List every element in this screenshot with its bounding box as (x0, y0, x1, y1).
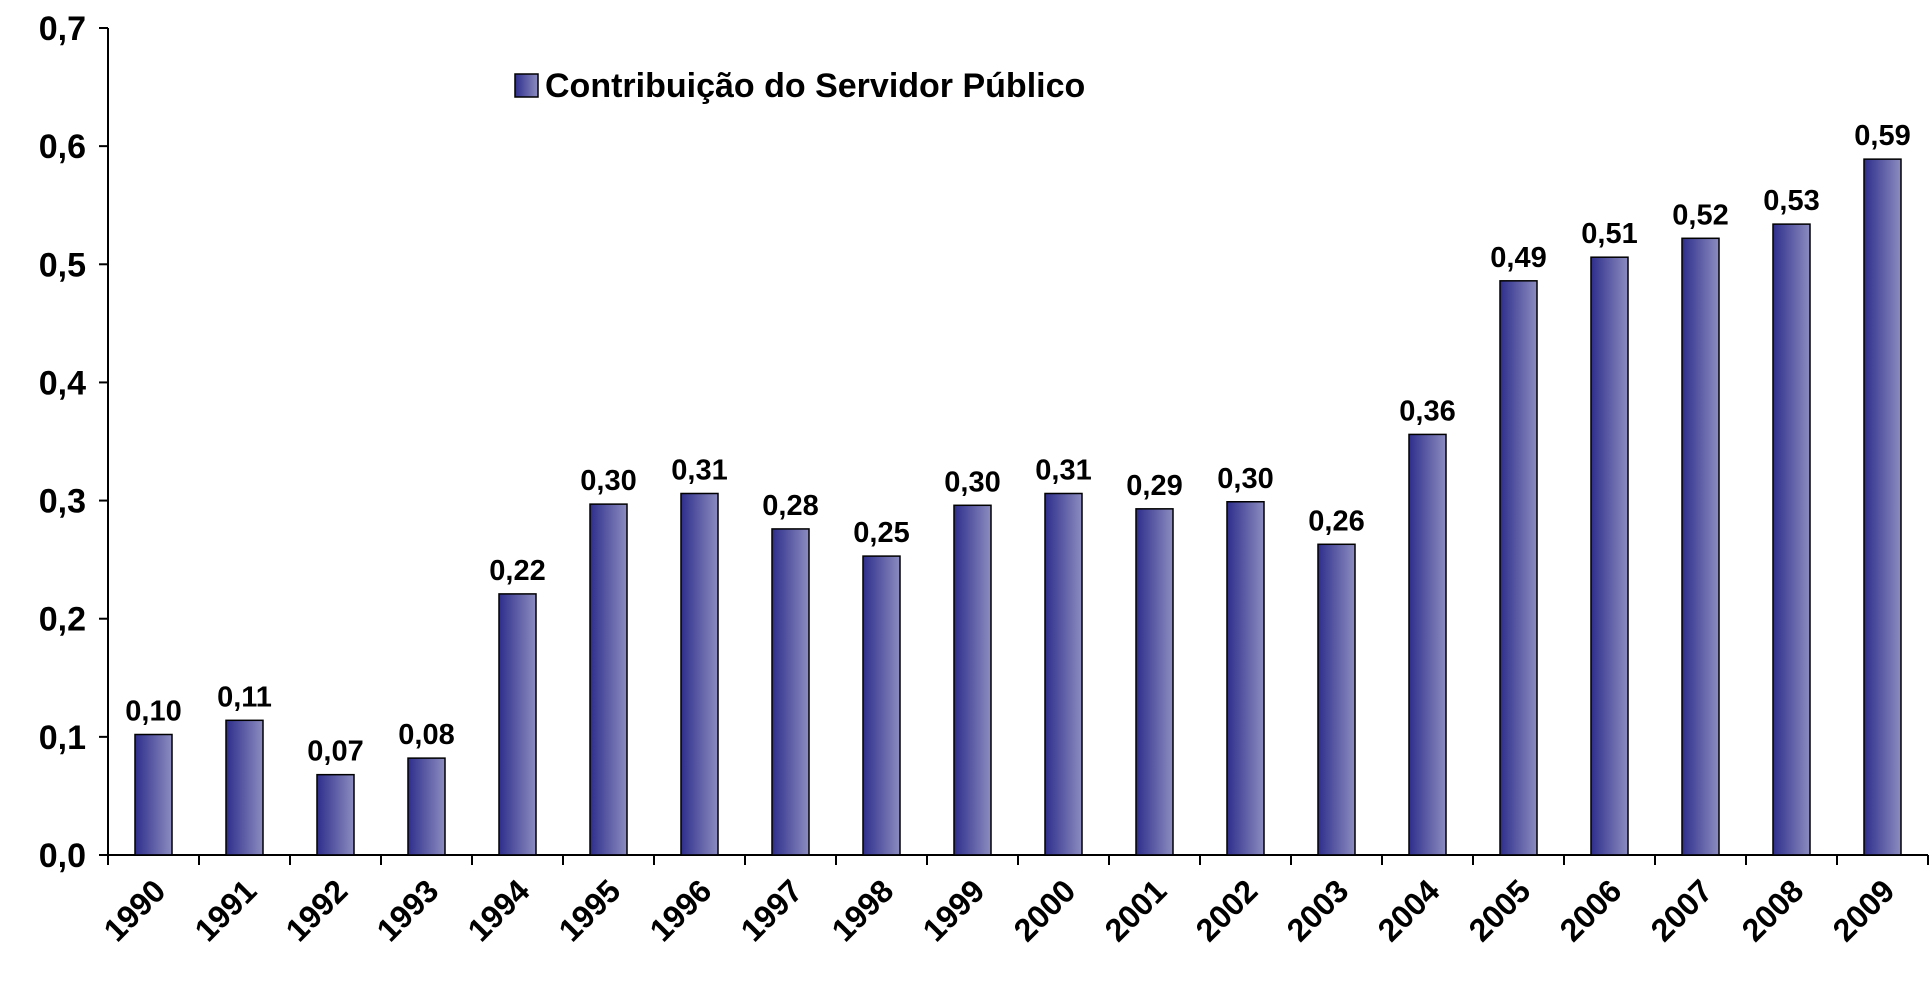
bar (498, 593, 537, 856)
data-label: 0,22 (489, 555, 545, 587)
data-label: 0,07 (307, 736, 363, 768)
y-tick-label: 0,4 (39, 364, 86, 402)
bar (862, 555, 901, 856)
bar (680, 492, 719, 856)
data-label: 0,26 (1308, 505, 1364, 537)
bar (1499, 280, 1538, 856)
data-label: 0,29 (1126, 470, 1182, 502)
bar (1135, 508, 1174, 856)
data-label: 0,51 (1581, 218, 1637, 250)
bar (1681, 237, 1720, 856)
bar (134, 733, 173, 856)
bar (589, 503, 628, 856)
bar (1226, 501, 1265, 856)
bar (1863, 158, 1902, 856)
data-label: 0,30 (944, 466, 1000, 498)
legend-label: Contribuição do Servidor Público (545, 67, 1085, 105)
y-tick-label: 0,5 (39, 246, 86, 284)
data-label: 0,31 (671, 454, 727, 486)
data-label: 0,30 (1217, 463, 1273, 495)
data-label: 0,36 (1399, 395, 1455, 427)
data-label: 0,52 (1672, 199, 1728, 231)
data-label: 0,49 (1490, 242, 1546, 274)
bar (1772, 223, 1811, 856)
data-label: 0,59 (1854, 120, 1910, 152)
bar (1408, 433, 1447, 856)
bar (771, 528, 810, 856)
bar (225, 719, 264, 856)
data-label: 0,10 (125, 695, 181, 727)
legend-swatch (514, 73, 539, 98)
data-label: 0,11 (217, 681, 272, 713)
y-tick-label: 0,1 (39, 719, 86, 757)
bar (1044, 492, 1083, 856)
data-label: 0,08 (398, 719, 454, 751)
y-tick-label: 0,3 (39, 483, 86, 521)
bar (953, 504, 992, 856)
data-label: 0,28 (762, 490, 818, 522)
data-label: 0,25 (853, 517, 909, 549)
bar (316, 773, 355, 856)
y-tick-label: 0,2 (39, 601, 86, 639)
data-label: 0,30 (580, 465, 636, 497)
data-label: 0,31 (1035, 454, 1091, 486)
bar (1590, 256, 1629, 856)
bar (407, 757, 446, 856)
bar (1317, 543, 1356, 856)
y-tick-label: 0,0 (39, 837, 86, 875)
y-tick-label: 0,6 (39, 128, 86, 166)
y-tick-label: 0,7 (39, 10, 86, 48)
data-label: 0,53 (1763, 185, 1819, 217)
